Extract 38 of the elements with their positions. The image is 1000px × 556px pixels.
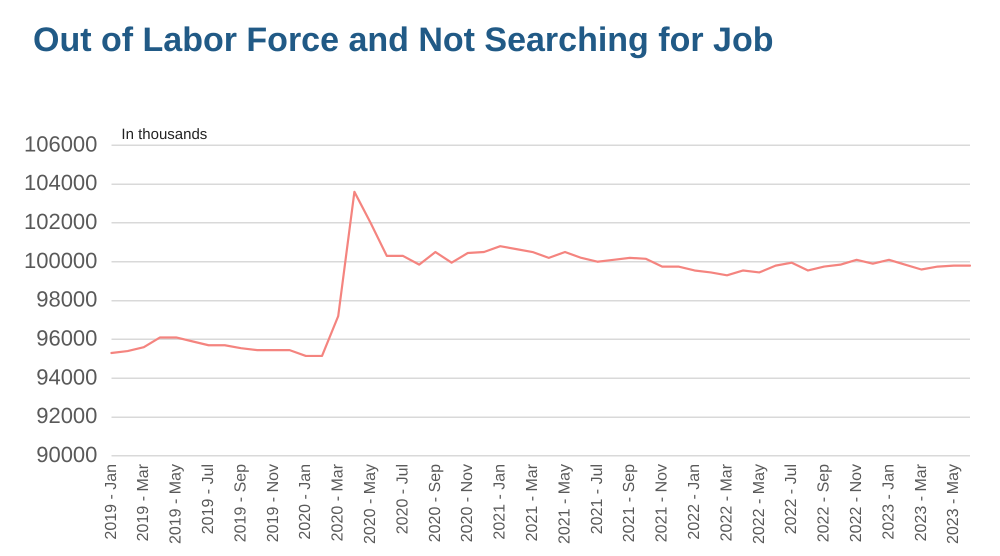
- x-tick-label: 2020 - Jan: [297, 464, 314, 540]
- x-tick-label: 2021 - May: [556, 464, 574, 544]
- y-tick-label: 104000: [24, 170, 98, 196]
- x-tick-label: 2020 - Nov: [459, 464, 476, 542]
- x-tick-label: 2019 - Mar: [135, 463, 152, 542]
- x-tick-label: 2019 - Sep: [232, 464, 250, 542]
- x-tick-label: 2022 - Sep: [816, 464, 833, 542]
- x-tick-label: 2020 - Sep: [426, 464, 444, 542]
- y-tick-label: 106000: [24, 131, 98, 156]
- x-tick-label: 2022 - Jul: [783, 464, 800, 534]
- x-tick-label: 2021 - Jan: [492, 464, 509, 540]
- x-tick-label: 2021 - Mar: [524, 463, 542, 542]
- x-tick-label: 2021 - Jul: [588, 464, 606, 534]
- y-tick-label: 94000: [36, 364, 98, 390]
- x-tick-label: 2022 - Nov: [848, 464, 866, 542]
- y-tick-label: 100000: [24, 248, 98, 273]
- x-tick-label: 2022 - May: [750, 464, 768, 544]
- chart-title: Out of Labor Force and Not Searching for Job: [33, 20, 774, 61]
- x-tick-label: 2020 - Mar: [330, 463, 347, 542]
- y-tick-label: 96000: [36, 325, 98, 350]
- x-tick-label: 2022 - Jan: [686, 464, 704, 540]
- y-tick-label: 102000: [24, 208, 98, 234]
- x-tick-label: 2019 - May: [168, 464, 185, 544]
- x-tick-label: 2023 - May: [945, 464, 962, 544]
- x-tick-label: 2019 - Jul: [200, 464, 218, 534]
- x-tick-label: 2019 - Nov: [264, 464, 282, 542]
- y-tick-label: 90000: [36, 442, 98, 468]
- y-tick-label: 92000: [36, 403, 98, 428]
- x-tick-label: 2019 - Jan: [102, 464, 120, 540]
- x-tick-label: 2020 - May: [362, 464, 380, 544]
- x-tick-label: 2021 - Sep: [621, 464, 638, 542]
- x-tick-label: 2022 - Mar: [718, 463, 736, 542]
- x-tick-label: 2023 - Jan: [880, 464, 898, 540]
- text: In thousands: [121, 126, 208, 143]
- x-tick-label: 2020 - Jul: [394, 464, 412, 534]
- x-tick-label: 2021 - Nov: [654, 464, 671, 542]
- x-tick-label: 2023 - Mar: [912, 463, 930, 542]
- y-tick-label: 98000: [36, 286, 98, 312]
